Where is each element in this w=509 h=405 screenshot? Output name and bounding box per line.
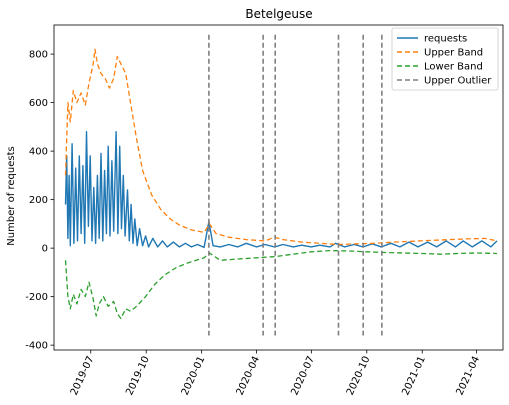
y-tick-label: -400 [25,341,48,352]
y-tick-label: 0 [42,244,48,255]
y-tick-label: 800 [29,50,48,61]
y-axis-title: Number of requests [6,146,17,245]
x-tick-label: 2021-04 [455,355,483,398]
x-tick-label: 2019-10 [124,355,152,398]
y-tick-label: 200 [29,195,48,206]
x-tick-label: 2020-07 [289,355,317,398]
chart-title: Betelgeuse [245,7,312,21]
x-tick-label: 2020-10 [345,355,373,398]
y-axis: -400 -200 0 200 400 600 800 [25,50,54,352]
plot-frame [53,24,504,351]
legend: requests Upper Band Lower Band Upper Outlie… [391,27,499,91]
y-tick-label: -200 [25,292,48,303]
y-tick-label: 400 [29,147,48,158]
legend-box [391,27,499,91]
legend-label: Upper Band [424,48,483,59]
series-line-upper-band [64,48,498,246]
legend-label: Lower Band [424,62,483,73]
series-line-requests [64,131,498,249]
legend-label: Upper Outlier [424,76,492,87]
x-tick-label: 2020-04 [235,355,263,398]
x-tick-label: 2019-07 [69,355,97,398]
x-axis: 2019-07 2019-10 2020-01 2020-04 2020-07 2020-… [69,350,482,397]
x-tick-label: 2021-01 [400,355,428,398]
legend-label: requests [424,34,467,45]
plot-area [64,34,498,336]
x-tick-label: 2020-01 [180,355,208,398]
series-line-lower-band [64,249,498,320]
y-tick-label: 600 [29,98,48,109]
